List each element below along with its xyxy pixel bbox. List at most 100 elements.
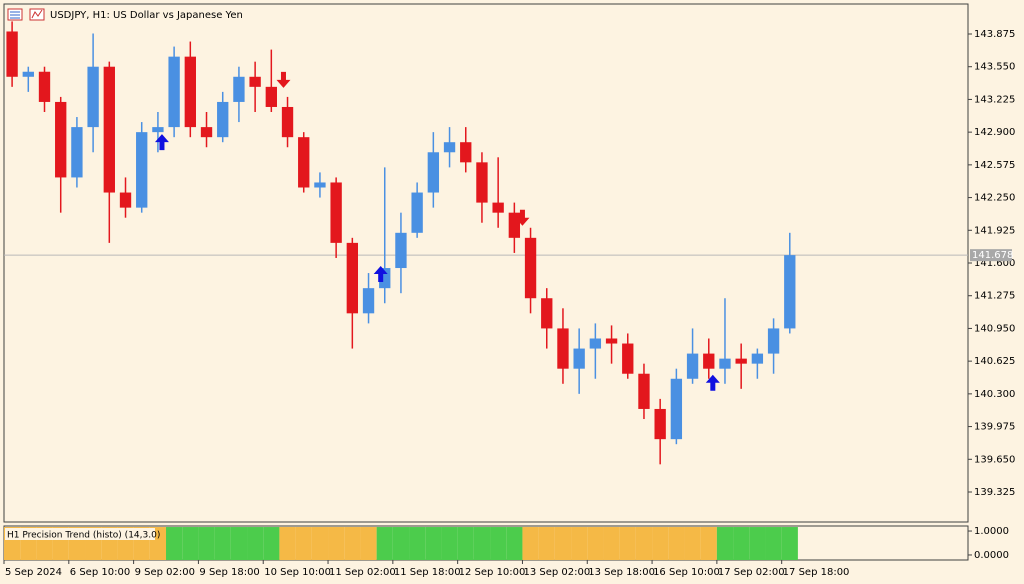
x-tick-label: 11 Sep 18:00 (394, 567, 461, 578)
candle-body (589, 338, 602, 349)
histogram-bar (587, 527, 604, 560)
candle-body (346, 242, 359, 314)
candle-body (735, 358, 747, 364)
candle-body (265, 86, 277, 107)
histogram-bar (409, 527, 426, 560)
candle-body (298, 137, 310, 188)
histogram-bar (716, 527, 734, 560)
last-price-label: 141.678 (972, 250, 1013, 261)
y-tick-label: 142.250 (974, 193, 1015, 204)
y-tick-label: 142.575 (974, 160, 1015, 171)
candle-body (492, 202, 504, 213)
y-tick-label: 142.900 (974, 127, 1015, 138)
candle-body (330, 182, 342, 243)
last-price-box (970, 249, 1012, 262)
signal-arrow (276, 71, 291, 88)
candle-body (38, 71, 51, 102)
y-tick-label: 143.225 (974, 94, 1015, 105)
histogram-bar (522, 527, 539, 560)
x-tick-label: 12 Sep 10:00 (459, 567, 526, 578)
header-icons (7, 8, 45, 21)
candle-body (557, 328, 569, 369)
signal-arrow (515, 209, 530, 226)
candle-body (654, 408, 666, 440)
y-tick-label: 141.600 (974, 258, 1015, 269)
candle-body (184, 56, 196, 128)
y-tick-label: 139.650 (974, 454, 1015, 465)
histogram-bar (263, 527, 280, 560)
histogram-bar (360, 527, 377, 560)
chart-title: USDJPY, H1: US Dollar vs Japanese Yen (50, 10, 243, 21)
candle-body (524, 237, 537, 299)
x-tick-label: 5 Sep 2024 (5, 567, 62, 578)
histogram-bar (635, 527, 653, 560)
candle-body (541, 298, 553, 329)
candle-body (395, 232, 407, 269)
histogram-bar (668, 527, 685, 560)
histogram-bar (538, 527, 555, 560)
y-tick-label: 143.550 (974, 62, 1015, 73)
indicator-y-tick-label: 1.0000 (974, 526, 1009, 537)
x-tick-label: 13 Sep 02:00 (523, 567, 590, 578)
candle-body (767, 328, 780, 354)
main-pane (3, 3, 969, 523)
histogram-bar (765, 527, 782, 560)
candle-body (168, 56, 180, 128)
x-tick-label: 6 Sep 10:00 (70, 567, 130, 578)
candle-body (427, 152, 440, 193)
histogram-bar (571, 527, 588, 560)
candle-body (233, 76, 245, 102)
histogram-bar (619, 527, 636, 560)
histogram-bar (652, 527, 669, 560)
y-tick-label: 141.925 (974, 225, 1015, 236)
histogram-bar (490, 527, 507, 560)
histogram-bar (295, 527, 312, 560)
histogram-bar (684, 527, 701, 560)
y-tick-label: 140.300 (974, 389, 1015, 400)
candle-body (751, 353, 764, 364)
histogram-bar (506, 527, 523, 560)
histogram-bar (230, 527, 248, 560)
y-tick-label: 141.275 (974, 291, 1015, 302)
histogram-bar (311, 527, 329, 560)
histogram-bar (247, 527, 264, 560)
candle-body (136, 132, 148, 208)
signal-arrow (373, 266, 388, 283)
candle-body (460, 142, 472, 163)
candle-body (719, 358, 731, 369)
candle-body (670, 378, 683, 440)
candle-body (476, 162, 488, 203)
indicator-title: H1 Precision Trend (histo) (14,3.0) (7, 531, 160, 541)
candle-body (87, 66, 99, 128)
candle-body (281, 106, 294, 138)
histogram-bar (376, 527, 393, 560)
candle-body (573, 348, 585, 369)
y-tick-label: 139.325 (974, 487, 1015, 498)
candle-body (703, 353, 715, 369)
candle-body (6, 31, 18, 77)
histogram-bar (214, 527, 231, 560)
histogram-bar (279, 527, 296, 560)
y-tick-label: 140.950 (974, 323, 1015, 334)
histogram-bar (392, 527, 410, 560)
x-tick-label: 17 Sep 18:00 (783, 567, 850, 578)
y-tick-label: 143.875 (974, 29, 1015, 40)
indicator-title-bg (5, 528, 155, 540)
histogram-bar (457, 527, 474, 560)
candle-body (152, 127, 164, 133)
candle-body (686, 353, 699, 379)
histogram-bar (166, 527, 183, 560)
candle-body (784, 255, 796, 329)
histogram-bar (749, 527, 766, 560)
x-tick-label: 11 Sep 02:00 (329, 567, 396, 578)
candle-body (217, 101, 229, 138)
candle-body (22, 71, 34, 77)
y-tick-label: 140.625 (974, 356, 1015, 367)
histogram-bar (328, 527, 345, 560)
candle-body (362, 288, 375, 314)
histogram-bar (198, 527, 215, 560)
histogram-bar (344, 527, 361, 560)
candle-body (379, 268, 391, 289)
histogram-bar (603, 527, 620, 560)
candle-body (103, 66, 115, 193)
